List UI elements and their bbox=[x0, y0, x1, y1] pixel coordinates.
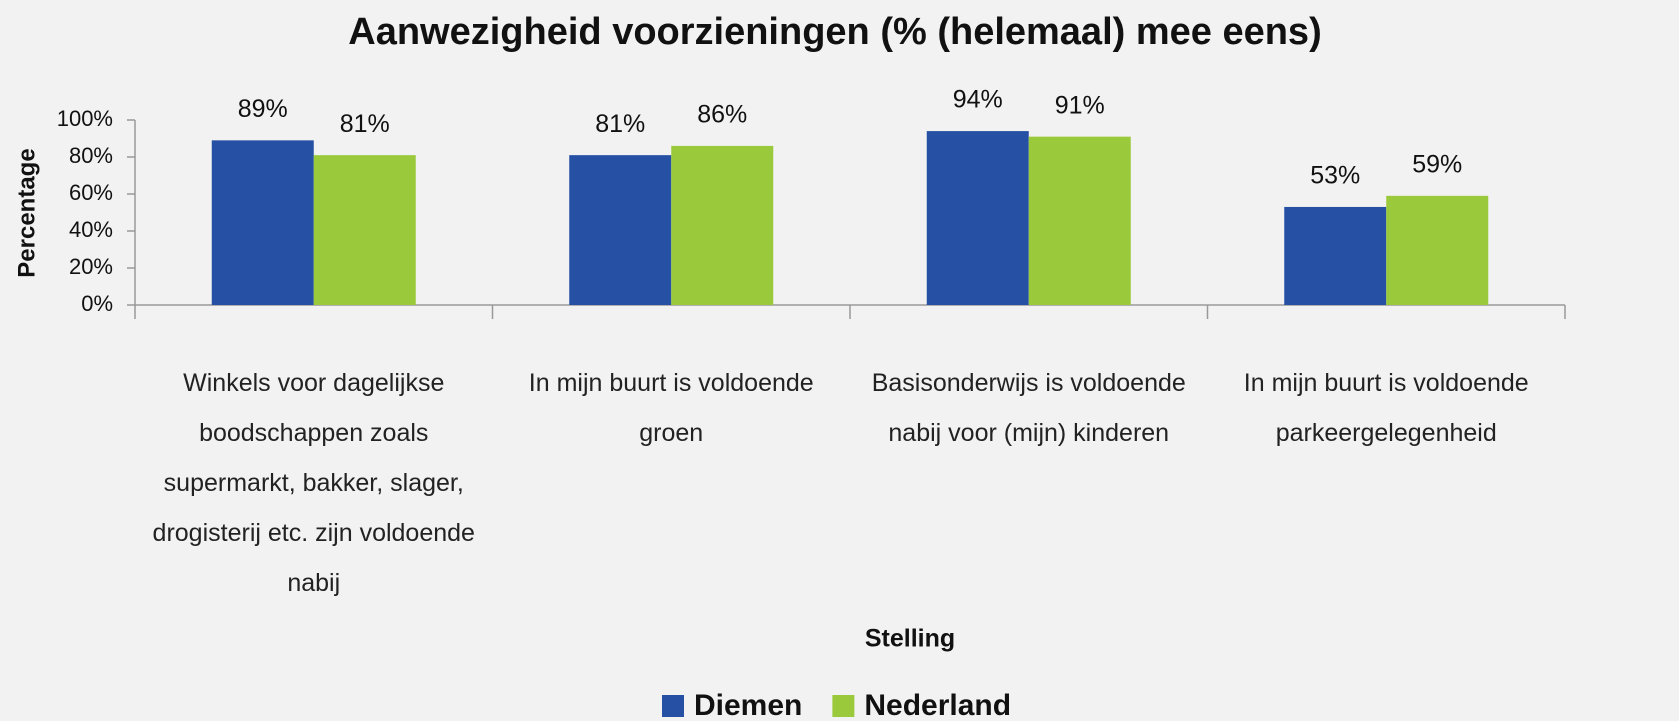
bar bbox=[926, 131, 1029, 305]
y-tick-label: 20% bbox=[69, 254, 113, 279]
x-axis-title: Stelling bbox=[865, 625, 955, 653]
legend-swatch bbox=[662, 695, 684, 717]
value-label: 81% bbox=[340, 110, 390, 138]
legend-label: Diemen bbox=[694, 689, 802, 721]
value-label: 89% bbox=[238, 95, 288, 123]
y-tick-label: 80% bbox=[69, 143, 113, 168]
bar bbox=[1028, 136, 1131, 305]
bar bbox=[569, 155, 672, 305]
bar bbox=[671, 145, 774, 305]
value-label: 94% bbox=[953, 86, 1003, 114]
value-label: 86% bbox=[697, 101, 747, 129]
x-tick-label: In mijn buurt is voldoende parkeergelege… bbox=[1243, 369, 1529, 447]
value-label: 59% bbox=[1412, 150, 1462, 178]
y-axis-title: Percentage bbox=[13, 148, 40, 277]
bar bbox=[1284, 206, 1387, 305]
legend-label: Nederland bbox=[864, 689, 1011, 721]
value-label: 53% bbox=[1310, 162, 1360, 190]
value-label: 81% bbox=[595, 110, 645, 138]
legend-swatch bbox=[832, 695, 855, 717]
y-tick-label: 0% bbox=[81, 291, 113, 316]
bar bbox=[211, 140, 314, 305]
chart-title: Aanwezigheid voorzieningen (% (helemaal)… bbox=[348, 11, 1321, 53]
y-tick-label: 40% bbox=[69, 217, 113, 242]
y-tick-label: 100% bbox=[57, 106, 113, 131]
value-label: 91% bbox=[1055, 91, 1105, 119]
x-tick-label: Basisonderwijs is voldoende nabij voor (… bbox=[871, 369, 1186, 447]
x-tick-label: Winkels voor dagelijkse boodschappen zoa… bbox=[152, 369, 475, 597]
bar bbox=[1386, 195, 1489, 305]
y-tick-label: 60% bbox=[69, 180, 113, 205]
bar bbox=[313, 155, 416, 305]
x-tick-label: In mijn buurt is voldoende groen bbox=[528, 369, 814, 447]
